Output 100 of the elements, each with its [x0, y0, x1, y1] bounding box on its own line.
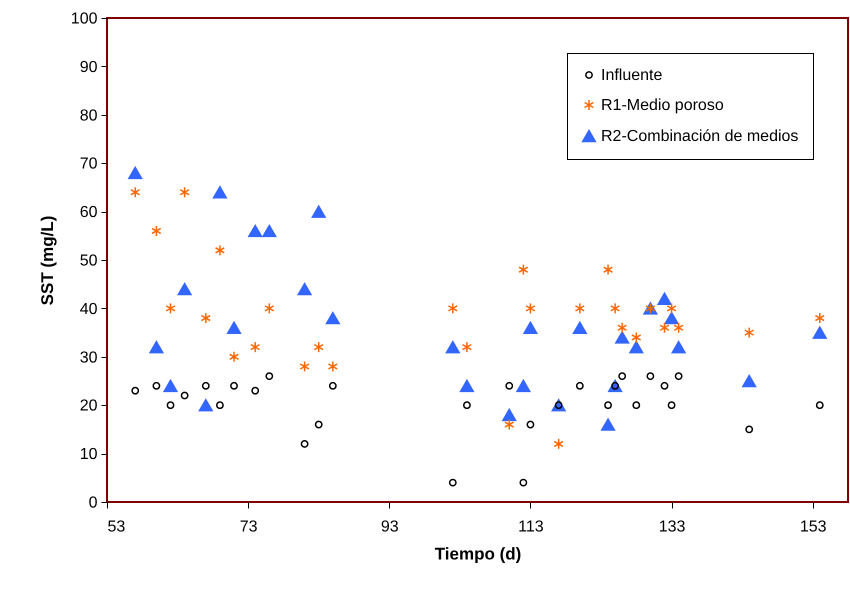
y-tick-label: 40 — [80, 300, 98, 318]
point — [600, 418, 616, 431]
point — [646, 372, 654, 380]
point — [576, 382, 584, 390]
point — [151, 225, 162, 237]
point — [816, 401, 824, 410]
point — [446, 340, 460, 354]
x-tick-label: 133 — [658, 518, 686, 536]
point — [615, 331, 630, 344]
point — [814, 312, 825, 324]
point — [462, 341, 472, 353]
point — [745, 425, 754, 434]
point — [504, 418, 514, 430]
point — [265, 372, 274, 380]
y-tick-label: 80 — [80, 107, 98, 124]
point — [448, 478, 457, 487]
point — [300, 440, 309, 448]
point — [152, 382, 160, 390]
point — [178, 282, 192, 296]
y-axis-title: SST (mg/L) — [38, 216, 57, 306]
point — [631, 332, 642, 344]
point — [674, 372, 683, 380]
y-tick-label: 10 — [80, 446, 98, 464]
point — [262, 224, 276, 238]
point — [448, 302, 458, 314]
point — [664, 312, 679, 324]
y-tick-label: 30 — [80, 349, 98, 366]
point — [617, 322, 628, 334]
point — [180, 392, 189, 400]
x-tick-label: 53 — [108, 518, 126, 536]
y-tick-label: 20 — [80, 398, 98, 415]
point — [463, 401, 471, 410]
point — [326, 312, 340, 324]
point — [165, 302, 176, 314]
point — [212, 186, 227, 198]
point — [518, 264, 528, 276]
point — [659, 322, 670, 334]
y-tick-label: 100 — [70, 10, 98, 28]
point — [264, 302, 274, 314]
point — [657, 292, 672, 305]
point — [604, 401, 612, 410]
point — [298, 282, 312, 296]
point — [312, 205, 326, 218]
point — [629, 340, 644, 354]
point — [460, 380, 474, 392]
point — [660, 382, 668, 390]
point — [200, 312, 211, 324]
y-tick-label: 60 — [80, 204, 98, 222]
point — [198, 398, 213, 412]
point — [216, 401, 224, 410]
point — [572, 322, 587, 334]
point — [230, 382, 238, 390]
point — [202, 382, 210, 390]
point — [742, 374, 756, 388]
point — [516, 380, 530, 392]
point — [618, 372, 626, 380]
point — [602, 264, 614, 276]
point — [328, 382, 337, 390]
x-tick-label: 93 — [380, 518, 399, 536]
y-tick-label: 0 — [88, 494, 98, 512]
legend-label: R2-Combinación de medios — [601, 128, 798, 145]
x-tick-label: 73 — [240, 518, 258, 536]
y-tick-label: 90 — [80, 58, 98, 76]
point — [328, 360, 338, 372]
point — [526, 420, 534, 428]
point — [554, 438, 564, 450]
point — [180, 186, 190, 198]
point — [574, 302, 585, 314]
x-tick-label: 113 — [518, 518, 544, 536]
point — [519, 478, 528, 487]
y-tick-label: 70 — [80, 156, 98, 173]
point — [672, 340, 686, 354]
point — [744, 326, 754, 338]
point — [610, 302, 620, 314]
point — [251, 386, 260, 395]
point — [523, 322, 538, 334]
point — [314, 420, 323, 428]
point — [505, 382, 514, 390]
point — [632, 401, 640, 410]
point — [131, 386, 140, 395]
point — [248, 224, 262, 238]
point — [228, 351, 240, 363]
point — [668, 401, 676, 410]
legend-label: Influente — [601, 67, 662, 84]
point — [166, 401, 174, 410]
point — [300, 360, 310, 372]
point — [130, 186, 140, 198]
point — [666, 302, 677, 314]
x-axis-title: Tiempo (d) — [434, 544, 522, 564]
legend-label: R1-Medio poroso — [601, 97, 724, 114]
point — [502, 408, 516, 422]
point — [163, 380, 178, 392]
point — [214, 244, 226, 256]
point — [250, 341, 260, 353]
point — [674, 322, 684, 334]
point — [128, 166, 142, 180]
y-tick-label: 50 — [80, 252, 98, 270]
point — [149, 340, 164, 354]
x-tick-label: 153 — [800, 518, 827, 536]
point — [525, 302, 536, 314]
